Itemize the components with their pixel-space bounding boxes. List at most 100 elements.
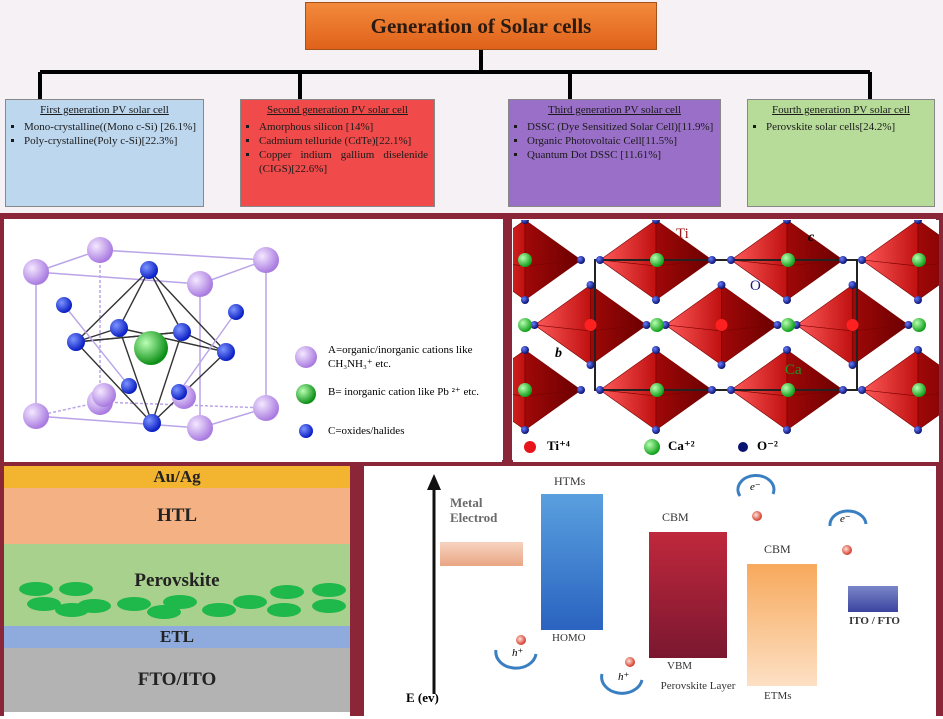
ito-fto-level	[848, 586, 898, 612]
layer-label: HTL	[156, 505, 198, 526]
ca-legend-icon	[644, 439, 660, 455]
layer-fto-ito: FTO/ITO	[4, 648, 350, 712]
perovskite-layer-label: Perovskite Layer	[660, 680, 736, 692]
octahedron-face	[729, 389, 788, 431]
octahedron-face	[598, 259, 657, 301]
list-item: Amorphous silicon [14%]	[259, 121, 428, 134]
ti-atom	[846, 319, 859, 331]
ca-atom	[518, 318, 532, 332]
o-atom	[858, 256, 866, 264]
octahedron-face	[664, 284, 722, 332]
octahedron-face	[590, 324, 648, 366]
o-atom	[652, 426, 660, 434]
octahedron-face	[852, 324, 910, 366]
octahedron-face	[795, 324, 853, 366]
electron-dot	[752, 511, 762, 521]
o-atom	[717, 281, 726, 289]
o-legend-label: O⁻²	[757, 438, 778, 453]
ti-atom	[715, 319, 728, 331]
cbm-label-perovskite: CBM	[662, 510, 689, 524]
divider	[350, 460, 364, 716]
octahedron-face	[533, 324, 591, 366]
o-atom	[848, 361, 857, 369]
o-atom	[717, 361, 726, 369]
hole-label: h⁺	[512, 647, 524, 659]
o-atom	[596, 256, 604, 264]
ca-atom	[650, 253, 664, 267]
electron-label: e⁻	[750, 481, 761, 493]
metal-electrode-label: Metal Electrod	[450, 495, 498, 525]
etms-label: ETMs	[764, 690, 792, 702]
ca-atom	[518, 383, 532, 397]
list-item: Perovskite solar cells[24.2%]	[766, 121, 928, 134]
o-atom	[848, 281, 857, 289]
vbm-label: VBM	[667, 660, 693, 672]
o-atom	[914, 426, 922, 434]
o-atom	[914, 346, 922, 354]
o-atom	[783, 426, 791, 434]
htms-label: HTMs	[554, 474, 586, 488]
layer-label: Au/Ag	[153, 467, 201, 486]
o-atom	[904, 321, 913, 329]
octahedron-face	[590, 284, 648, 332]
tree-connectors	[38, 50, 872, 99]
energy-band-panel: E (ev) Metal Electrod HTMs HOMO CBM VBM …	[366, 466, 933, 714]
layer-htl: HTL	[4, 488, 350, 544]
octahedron-face	[721, 324, 779, 366]
unit-cell-diagram	[23, 237, 317, 441]
legend-b-label: B= inorganic cation like Pb ²⁺ etc.	[328, 386, 480, 398]
c-axis-label: c	[808, 230, 815, 245]
fourth-generation-box: Fourth generation PV solar cell Perovski…	[747, 99, 935, 207]
o-atom	[596, 386, 604, 394]
octahedron-face	[598, 389, 657, 431]
homo-label: HOMO	[552, 632, 586, 644]
cbm-label-etm: CBM	[764, 542, 791, 556]
octahedron-face	[524, 259, 583, 301]
octahedron-face	[786, 389, 845, 431]
list-item: Organic Photovoltaic Cell[11.5%]	[527, 135, 714, 148]
ca-atom	[912, 383, 926, 397]
hole-dot	[625, 657, 635, 667]
octahedral-structure-diagram	[465, 216, 943, 455]
o-atom	[577, 256, 585, 264]
atom-c-icon	[299, 424, 313, 438]
list-item: Cadmium telluride (CdTe)[22.1%]	[259, 135, 428, 148]
layer-label: Perovskite	[134, 570, 220, 591]
o-atom	[577, 386, 585, 394]
perovskite-band	[649, 532, 727, 658]
octahedron-face	[860, 259, 919, 301]
octahedron-face	[917, 349, 943, 397]
perovskite-grains	[19, 582, 346, 619]
o-legend-icon	[738, 442, 748, 452]
octahedron-face	[860, 389, 919, 431]
legend-c-label: C=oxides/halides	[328, 425, 405, 437]
o-atom	[652, 346, 660, 354]
ca-atom	[650, 318, 664, 332]
o-atom	[521, 346, 529, 354]
generation-heading: First generation PV solar cell	[40, 104, 169, 116]
metal-electrode-level	[440, 542, 523, 566]
second-generation-box: Second generation PV solar cell Amorphou…	[240, 99, 435, 207]
layer-au-ag: Au/Ag	[4, 466, 350, 488]
ca-label: Ca	[785, 362, 802, 378]
o-atom	[839, 256, 847, 264]
o-atom	[521, 426, 529, 434]
htm-band	[541, 494, 603, 630]
o-atom	[652, 296, 660, 304]
divider	[936, 215, 943, 716]
o-atom	[914, 296, 922, 304]
electron-label: e⁻	[840, 513, 851, 525]
list-item: Poly-crystalline(Poly c-Si)[22.3%]	[24, 135, 197, 148]
generation-heading: Fourth generation PV solar cell	[772, 104, 910, 116]
octahedron-face	[524, 389, 583, 431]
ca-atom	[912, 318, 926, 332]
device-layer-stack: Au/Ag HTL Perovskite ETL FTO/ITO	[4, 466, 350, 712]
octahedron-face	[533, 284, 591, 332]
layer-label: ETL	[159, 627, 195, 646]
divider	[0, 460, 943, 466]
octahedron-face	[861, 219, 919, 267]
ca-atom	[781, 253, 795, 267]
generation-heading: Third generation PV solar cell	[548, 104, 681, 116]
octahedron-face	[655, 259, 714, 301]
ca-atom	[912, 253, 926, 267]
